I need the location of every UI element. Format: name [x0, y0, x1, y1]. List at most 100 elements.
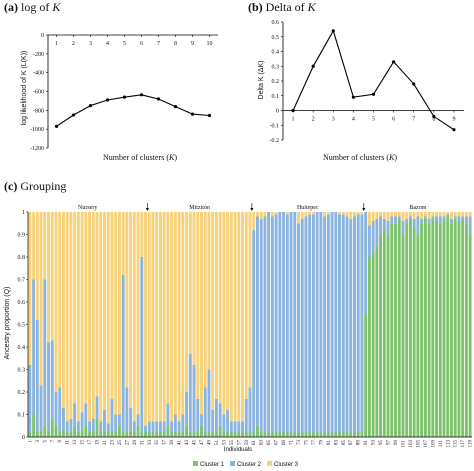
panel-a-point	[105, 98, 110, 102]
panel-c-xtick-label: 27	[125, 439, 130, 445]
panel-c-bar-cluster1	[54, 425, 58, 437]
panel-c-bar-cluster2	[226, 410, 230, 433]
panel-c-xtick-label: 33	[148, 439, 153, 445]
panel-b-xtick-label: 7	[412, 117, 415, 123]
panel-c-xtick-label: 119	[469, 440, 474, 448]
panel-a-xlabel: Number of clusters (K)	[103, 153, 177, 162]
panel-c-bar-cluster2	[285, 214, 289, 433]
panel-c-bar-cluster1	[364, 313, 368, 437]
panel-c-bar-cluster1	[39, 430, 43, 437]
panel-c-bar-cluster1	[360, 432, 364, 437]
panel-c-bar-cluster2	[311, 214, 315, 433]
panel-c-bar-cluster2	[233, 421, 237, 433]
panel-b-ytick-label: 0.4	[272, 50, 280, 56]
panel-c-xtick-label: 7	[51, 439, 56, 442]
panel-c-bar-cluster2	[162, 421, 166, 433]
panel-a-ylabel: log likelihood of K (L(K))	[21, 51, 28, 126]
panel-c-bar-cluster3	[356, 212, 360, 215]
panel-c-bar-cluster3	[450, 212, 453, 219]
panel-a-point	[156, 97, 161, 101]
panel-c-xtick-label: 49	[207, 440, 212, 446]
panel-c-bar-cluster3	[117, 212, 121, 415]
panel-c-bar-cluster2	[289, 212, 293, 433]
panel-c-bar-cluster2	[144, 425, 147, 433]
panel-c-bar-cluster1	[256, 425, 259, 437]
panel-c-bar-cluster2	[214, 398, 218, 433]
panel-b-point	[291, 108, 295, 113]
panel-c-bar-cluster1	[353, 432, 356, 437]
panel-c-bar-cluster1	[95, 419, 99, 437]
panel-c-bar-cluster2	[147, 421, 151, 433]
panel-c-bar-cluster3	[110, 212, 114, 399]
legend-label-cluster1: Cluster 1	[200, 462, 225, 468]
panel-a-ytick-label: -600	[33, 90, 44, 96]
panel-c-bar-cluster3	[140, 212, 144, 257]
panel-a-point	[190, 112, 195, 116]
panel-c-xtick-label: 15	[81, 439, 86, 445]
panel-c-bar-cluster2	[50, 340, 54, 419]
panel-c-bar-cluster1	[330, 432, 334, 437]
panel-c-bar-cluster3	[300, 212, 304, 219]
panel-c-bar-cluster1	[117, 425, 121, 437]
panel-c-bar-cluster1	[248, 432, 252, 437]
panel-c-bar-cluster2	[188, 353, 192, 433]
panel-a-point	[71, 113, 76, 117]
panel-b-title: (b) Delta of K	[248, 0, 317, 14]
panel-c-bar-cluster2	[297, 223, 300, 433]
panel-c-bar-cluster2	[259, 218, 263, 433]
panel-c-bar-cluster2	[95, 396, 99, 419]
panel-c-bar-cluster1	[211, 432, 215, 437]
panel-c-xtick-label: 3	[36, 440, 41, 443]
panel-c-xtick-label: 55	[230, 439, 235, 445]
panel-c-bar-cluster3	[420, 212, 424, 219]
panel-c-title: (c) Grouping	[4, 179, 66, 193]
panel-c-xtick-label: 19	[96, 440, 101, 446]
panel-a-series-line	[56, 94, 210, 127]
panel-c-xtick-label: 105	[416, 440, 421, 448]
panel-c-ytick-label: 0.6	[18, 300, 26, 306]
panel-c-bar-cluster1	[110, 432, 114, 437]
panel-c-bar-cluster2	[353, 216, 356, 433]
panel-c-bar-cluster3	[218, 212, 222, 404]
legend-swatch-cluster2	[230, 461, 235, 466]
panel-c-bar-cluster1	[259, 432, 263, 437]
panel-c-bar-cluster2	[166, 403, 170, 426]
panel-b-point	[311, 64, 315, 68]
panel-c-xtick-label: 93	[372, 440, 377, 446]
panel-c-bar-cluster3	[121, 212, 125, 275]
panel-c-xtick-label: 111	[439, 440, 444, 448]
panel-c-bar-cluster1	[207, 432, 211, 437]
panel-c-bar-cluster2	[405, 218, 409, 224]
panel-c-xtick-label: 57	[237, 440, 242, 446]
panel-c-bar-cluster2	[464, 216, 468, 224]
panel-c-bar-cluster3	[99, 212, 103, 422]
panel-c-xtick-label: 69	[282, 440, 287, 446]
panel-c-bar-cluster2	[185, 392, 189, 426]
panel-c-bar-cluster1	[375, 245, 379, 437]
panel-c-bar-cluster1	[106, 430, 110, 437]
panel-c-bar-cluster2	[117, 414, 121, 426]
panel-c-ytick-label: 0	[22, 435, 25, 441]
panel-c-bar-cluster3	[203, 212, 207, 388]
panel-c-bar-cluster2	[177, 421, 181, 433]
panel-a-point	[173, 104, 178, 109]
panel-b-point	[432, 114, 436, 118]
panel-c-bar-cluster1	[356, 432, 360, 437]
panel-c-bar-cluster2	[132, 421, 136, 433]
panel-c-bar-cluster1	[311, 432, 315, 437]
panel-c-bar-cluster1	[177, 432, 181, 437]
panel-c-bar-cluster3	[188, 212, 192, 354]
panel-c-bar-cluster2	[218, 403, 222, 426]
panel-c-bar-cluster2	[453, 216, 457, 219]
panel-c-xtick-label: 17	[88, 439, 93, 445]
panel-c-bar-cluster2	[256, 216, 259, 426]
panel-c-bar-cluster2	[173, 414, 177, 433]
panel-b-ytick-label: 0.3	[272, 64, 280, 70]
legend-label-cluster2: Cluster 2	[237, 462, 262, 468]
panel-c-bar-cluster3	[58, 212, 62, 388]
panel-c-bar-cluster2	[371, 221, 375, 253]
panel-c-bar-cluster2	[420, 218, 424, 224]
panel-c-bar-cluster3	[263, 212, 267, 217]
panel-c-bar-cluster3	[423, 212, 427, 217]
panel-c-bar-cluster2	[349, 218, 353, 433]
